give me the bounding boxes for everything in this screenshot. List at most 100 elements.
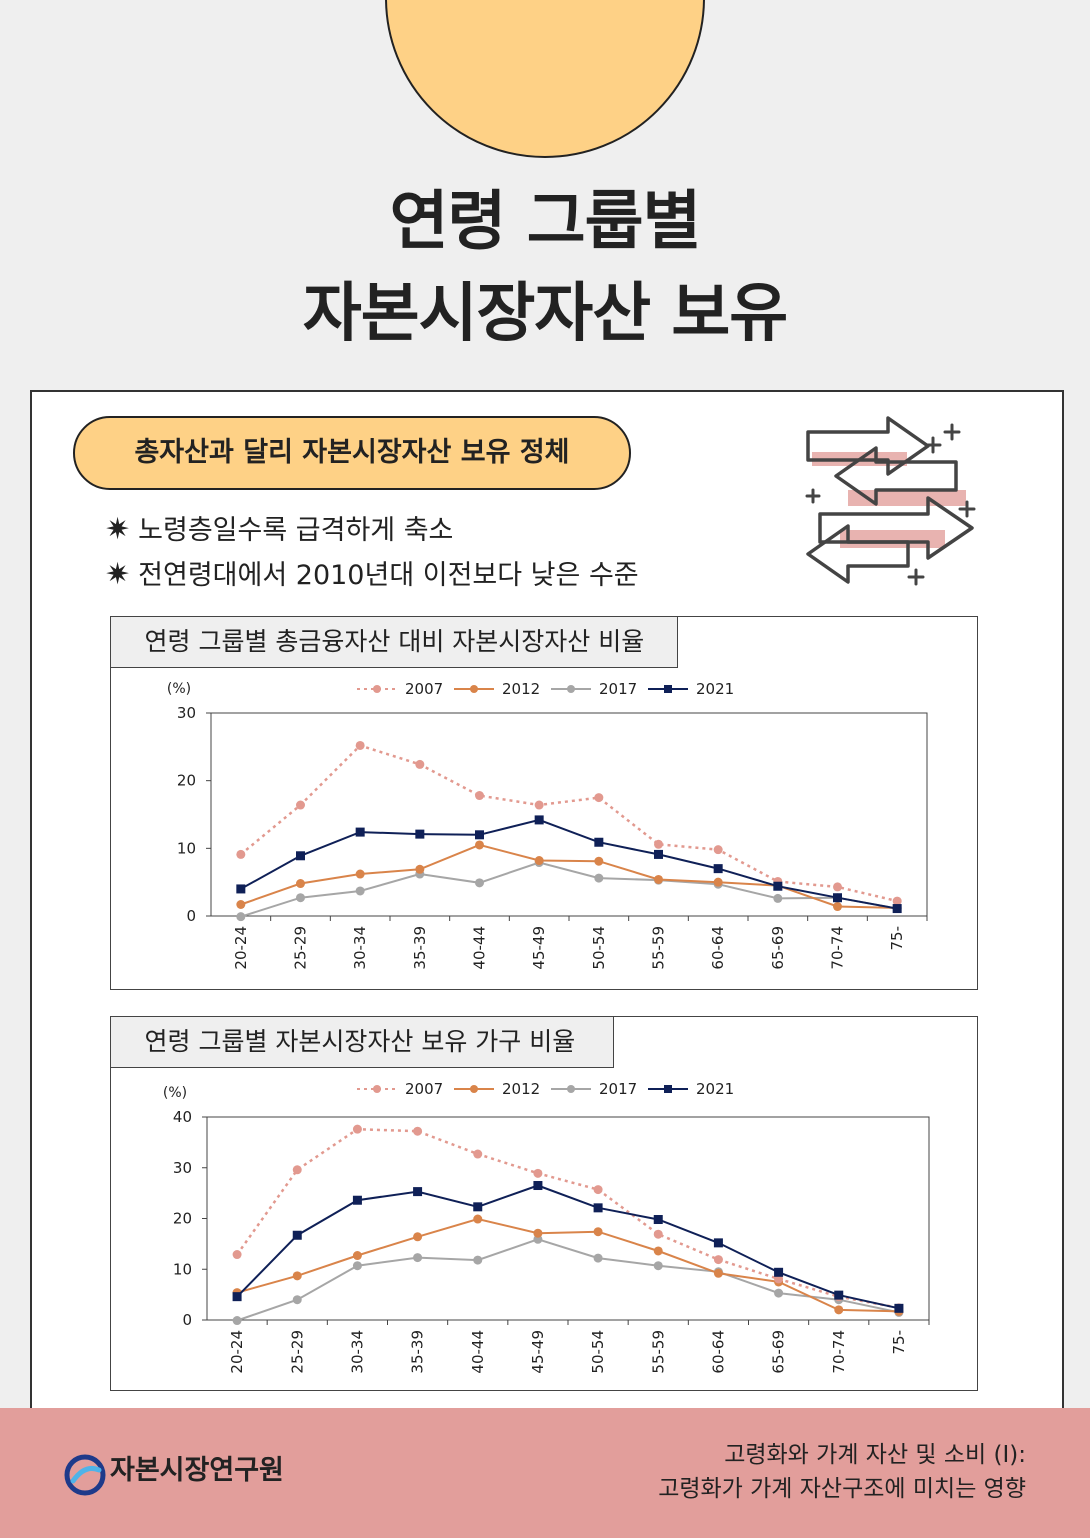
data-point-2021 bbox=[713, 864, 723, 874]
data-point-2021 bbox=[594, 837, 604, 847]
data-point-2017 bbox=[292, 1295, 302, 1305]
data-point-2012 bbox=[352, 1251, 362, 1261]
bullet-2: ✷ 전연령대에서 2010년대 이전보다 낮은 수준 bbox=[105, 553, 639, 592]
data-point-2021 bbox=[894, 1303, 904, 1313]
x-tick-label: 40-44 bbox=[471, 926, 489, 970]
legend-label: 2012 bbox=[502, 680, 540, 698]
chart-1-title: 연령 그룹별 총금융자산 대비 자본시장자산 비율 bbox=[109, 615, 678, 668]
chart-2-title: 연령 그룹별 자본시장자산 보유 가구 비율 bbox=[109, 1015, 614, 1068]
data-point-2017 bbox=[774, 1288, 784, 1298]
data-point-2007 bbox=[654, 839, 663, 849]
legend-label: 2017 bbox=[599, 680, 637, 698]
data-point-2021 bbox=[534, 815, 544, 825]
series-line-2017 bbox=[236, 1238, 900, 1322]
x-tick-label: 65-69 bbox=[769, 926, 787, 970]
data-point-2007 bbox=[232, 1250, 242, 1260]
x-tick-label: 35-39 bbox=[409, 1330, 427, 1374]
kcmi-logo-icon bbox=[64, 1454, 106, 1496]
x-tick-label: 50-54 bbox=[589, 1330, 607, 1374]
summary-badge: 총자산과 달리 자본시장자산 보유 정체 bbox=[73, 416, 631, 490]
chart-panel-1: 연령 그룹별 총금융자산 대비 자본시장자산 비율 0 10 20 30 (%) 20-2… bbox=[109, 615, 978, 990]
footer-caption-line-1: 고령화와 가계 자산 및 소비 (I): bbox=[724, 1442, 1026, 1468]
x-tick-label: 40-44 bbox=[469, 1330, 487, 1374]
data-point-2021 bbox=[713, 1238, 723, 1248]
data-point-2017 bbox=[773, 893, 783, 903]
data-point-2012 bbox=[654, 874, 663, 884]
data-point-2021 bbox=[415, 829, 425, 839]
asterisk-icon: ✷ bbox=[105, 512, 131, 547]
legend-label: 2007 bbox=[405, 1080, 443, 1098]
x-tick-label: 75- bbox=[888, 926, 906, 951]
headline-line-1: 연령 그룹별 bbox=[389, 185, 702, 259]
x-tick-label: 75- bbox=[890, 1330, 908, 1355]
legend-label: 2017 bbox=[599, 1080, 637, 1098]
data-point-2021 bbox=[236, 884, 246, 894]
bullet-1-text: 노령층일수록 급격하게 축소 bbox=[138, 515, 454, 546]
legend-marker bbox=[567, 1085, 575, 1093]
data-point-2012 bbox=[713, 877, 723, 887]
legend-marker bbox=[567, 685, 575, 693]
y-tick-label: 20 bbox=[177, 772, 196, 790]
data-point-2012 bbox=[534, 856, 544, 866]
data-point-2007 bbox=[475, 791, 484, 801]
legend-label: 2012 bbox=[502, 1080, 540, 1098]
y-tick-label: 10 bbox=[173, 1260, 192, 1278]
data-point-2007 bbox=[355, 740, 365, 750]
data-point-2021 bbox=[593, 1203, 603, 1213]
series-line-2007 bbox=[240, 744, 898, 903]
data-point-2007 bbox=[352, 1124, 362, 1134]
y-tick-label: 0 bbox=[186, 907, 196, 925]
data-point-2007 bbox=[713, 1255, 723, 1265]
x-tick-label: 70-74 bbox=[829, 926, 847, 970]
data-point-2007 bbox=[533, 1168, 543, 1178]
x-tick-label: 20-24 bbox=[232, 926, 250, 970]
x-tick-label: 45-49 bbox=[530, 926, 548, 970]
data-point-2012 bbox=[236, 899, 246, 909]
logo-text: 자본시장연구원 bbox=[110, 1455, 284, 1486]
y-tick-label: 40 bbox=[173, 1108, 192, 1126]
data-point-2021 bbox=[352, 1195, 362, 1205]
data-point-2017 bbox=[352, 1261, 362, 1271]
data-point-2021 bbox=[475, 830, 484, 840]
footer-caption: 고령화와 가계 자산 및 소비 (I): 고령화가 가계 자산구조에 미치는 영… bbox=[658, 1438, 1026, 1506]
headline-line-2: 자본시장자산 보유 bbox=[302, 277, 788, 351]
y-tick-label: 10 bbox=[177, 839, 196, 857]
legend-marker bbox=[664, 685, 672, 693]
data-point-2017 bbox=[236, 912, 246, 922]
data-point-2017 bbox=[232, 1316, 242, 1326]
data-point-2012 bbox=[653, 1246, 663, 1256]
data-point-2007 bbox=[833, 882, 842, 892]
bullet-1: ✷ 노령층일수록 급격하게 축소 bbox=[105, 508, 453, 547]
footer: 자본시장연구원 고령화와 가계 자산 및 소비 (I): 고령화가 가계 자산구… bbox=[0, 1408, 1090, 1538]
data-point-2007 bbox=[292, 1165, 302, 1175]
y-axis-unit: (%) bbox=[167, 681, 191, 697]
data-point-2012 bbox=[475, 840, 484, 850]
x-tick-label: 50-54 bbox=[590, 926, 608, 970]
chart-2-svg: 0 10 20 30 40 (%) 20-24 25-29 30-34 35-39 40-44 45-… bbox=[163, 1080, 930, 1374]
x-tick-label: 20-24 bbox=[228, 1330, 246, 1374]
x-tick-label: 25-29 bbox=[288, 1330, 306, 1374]
data-point-2021 bbox=[774, 1267, 784, 1277]
plot-area bbox=[210, 712, 928, 917]
data-point-2012 bbox=[355, 869, 365, 879]
series-line-2021 bbox=[240, 818, 898, 910]
y-tick-label: 0 bbox=[182, 1311, 192, 1329]
data-point-2017 bbox=[593, 1253, 603, 1263]
data-point-2012 bbox=[292, 1271, 302, 1281]
data-point-2017 bbox=[653, 1261, 663, 1271]
data-point-2012 bbox=[594, 856, 604, 866]
data-point-2021 bbox=[833, 893, 842, 903]
data-point-2007 bbox=[653, 1229, 663, 1239]
x-tick-label: 30-34 bbox=[348, 1330, 366, 1374]
data-point-2017 bbox=[594, 873, 604, 883]
data-point-2017 bbox=[475, 878, 484, 888]
data-point-2007 bbox=[713, 845, 723, 855]
legend-marker bbox=[470, 1085, 478, 1093]
data-point-2007 bbox=[415, 759, 425, 769]
data-point-2021 bbox=[292, 1230, 302, 1240]
legend-marker bbox=[470, 685, 478, 693]
data-point-2021 bbox=[653, 1215, 663, 1225]
legend-label: 2007 bbox=[405, 680, 443, 698]
data-point-2017 bbox=[413, 1253, 423, 1263]
bullet-2-text: 전연령대에서 2010년대 이전보다 낮은 수준 bbox=[138, 560, 639, 591]
